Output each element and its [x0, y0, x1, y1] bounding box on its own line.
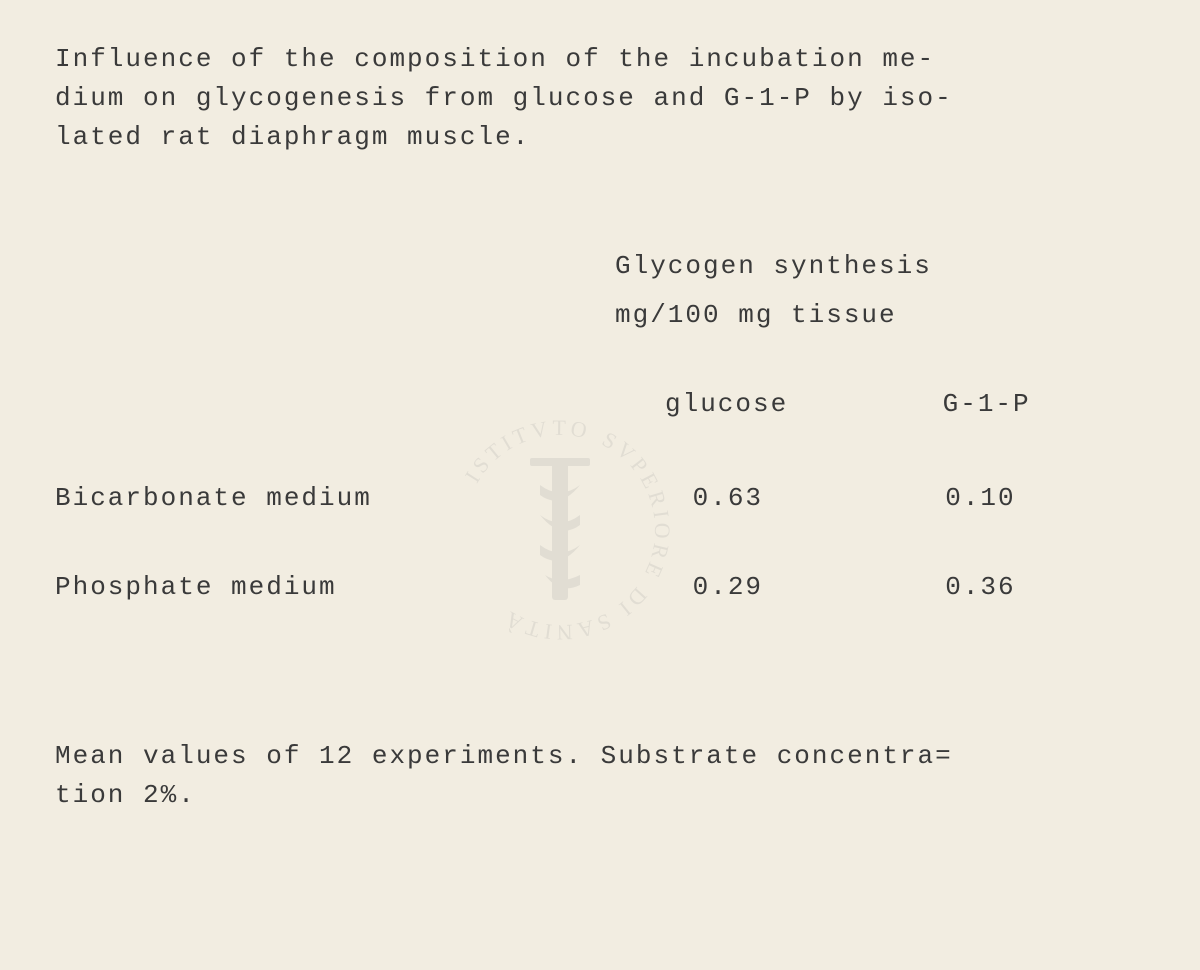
cell-g1p: 0.36	[945, 568, 1015, 607]
table-row: Phosphate medium 0.29 0.36	[55, 568, 1150, 607]
table-column-headers: glucose G-1-P	[665, 385, 1150, 424]
document-page: Influence of the composition of the incu…	[0, 0, 1200, 970]
table-row: Bicarbonate medium 0.63 0.10	[55, 479, 1150, 518]
column-header-glucose: glucose	[665, 385, 925, 424]
table-header-line1: Glycogen synthesis	[615, 247, 1150, 286]
cell-glucose: 0.63	[693, 479, 928, 518]
document-footer: Mean values of 12 experiments. Substrate…	[55, 737, 1150, 815]
data-table: Glycogen synthesis mg/100 mg tissue gluc…	[55, 247, 1150, 607]
column-header-g1p: G-1-P	[943, 385, 1031, 424]
row-label: Phosphate medium	[55, 568, 675, 607]
document-title: Influence of the composition of the incu…	[55, 40, 1150, 157]
table-header-block: Glycogen synthesis mg/100 mg tissue	[615, 247, 1150, 335]
table-header-line2: mg/100 mg tissue	[615, 296, 1150, 335]
cell-glucose: 0.29	[693, 568, 928, 607]
row-label: Bicarbonate medium	[55, 479, 675, 518]
cell-g1p: 0.10	[945, 479, 1015, 518]
